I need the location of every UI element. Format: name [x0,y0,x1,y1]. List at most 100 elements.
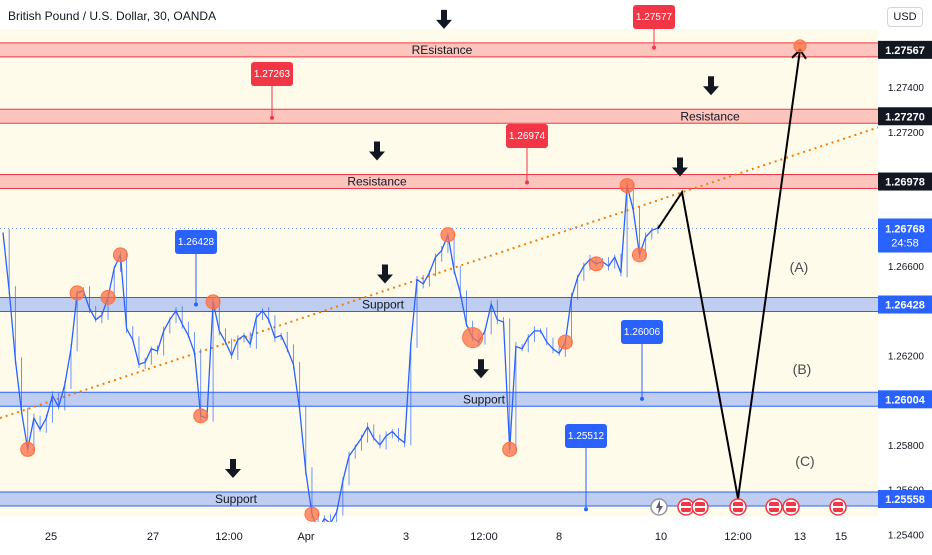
swing-marker [502,441,518,457]
flag-icon[interactable] [782,498,800,516]
down-arrow [377,264,393,284]
swing-marker [20,441,36,457]
x-tick-label: 8 [556,531,562,543]
x-tick-label: 27 [147,531,159,543]
y-tick-label: 1.27400 [888,83,925,94]
level-text-label: Resistance [347,175,407,189]
wave-label: (C) [795,453,814,469]
callout-dot [652,45,656,50]
y-tick-label: 1.25800 [888,441,925,452]
level-band [0,392,878,407]
callout-text: 1.27577 [636,12,673,23]
x-tick-label: 3 [403,531,409,543]
level-price-tag [878,390,932,409]
level-price-text: 1.27567 [885,45,925,57]
swing-marker [69,285,85,301]
x-tick-label: 15 [835,531,847,543]
y-tick-label: 1.25400 [888,530,925,541]
countdown-text: 24:58 [891,237,919,249]
callout-box [565,424,607,448]
level-price-tag [878,490,932,509]
callout-dot [640,396,644,401]
x-tick-label: 25 [45,531,57,543]
swing-marker [193,408,209,424]
callout-dot [270,115,274,120]
time-axis-bg [0,522,878,550]
projection-path [657,49,801,499]
target-marker [793,39,807,53]
down-arrow [369,141,385,161]
y-tick-label: 1.26600 [888,262,925,273]
level-price-text: 1.25558 [885,494,925,506]
down-arrow [473,359,489,379]
current-price-text: 1.26768 [885,223,925,235]
callout-text: 1.25512 [568,431,605,442]
callout-text: 1.26428 [178,237,215,248]
wave-label: (B) [793,361,812,377]
callout-box [633,5,675,29]
level-price-text: 1.26004 [885,394,926,406]
callout-box [251,62,293,86]
callout-dot [525,180,529,185]
x-tick-label: Apr [297,531,314,543]
level-band [0,109,878,124]
level-text-label: Resistance [680,109,740,123]
swing-marker [205,294,221,310]
level-price-tag [878,295,932,314]
callout-box [175,230,217,254]
swing-marker [304,506,320,522]
lightning-glyph [656,500,663,514]
level-price-text: 1.27270 [885,111,925,123]
callout-text: 1.26974 [509,131,546,142]
y-tick-label: 1.27200 [888,128,925,139]
level-band [0,297,878,312]
swing-marker [631,247,647,263]
down-arrow [436,9,452,29]
symbol-title: British Pound / U.S. Dollar, 30, OANDA [8,9,217,23]
y-tick-label: 1.26200 [888,351,925,362]
wave-label: (A) [790,259,809,275]
dotted-trendline [0,126,879,420]
x-tick-label: 13 [794,531,806,543]
x-tick-label: 12:00 [724,531,752,543]
flag-icon[interactable] [765,498,783,516]
flag-icon[interactable] [691,498,709,516]
level-text-label: Support [215,492,258,506]
swing-marker [440,227,456,243]
callout-box [621,320,663,344]
callout-box [506,124,548,148]
flag-icon[interactable] [729,498,747,516]
x-tick-label: 10 [655,531,667,543]
callout-text: 1.27263 [254,69,291,80]
level-band [0,492,878,507]
level-text-label: Support [463,392,506,406]
level-text-label: Support [362,298,405,312]
x-tick-label: 12:00 [215,531,243,543]
callout-text: 1.26006 [624,327,661,338]
swing-marker [112,247,128,263]
callout-dot [194,302,198,307]
level-band [0,42,878,57]
currency-button[interactable]: USD [887,7,923,27]
level-price-text: 1.26978 [885,177,925,189]
swing-marker [588,256,604,272]
level-text-label: REsistance [412,43,473,57]
down-arrow [225,459,241,479]
swing-marker [100,289,116,305]
callout-dot [584,507,588,512]
flag-icon[interactable] [829,498,847,516]
level-price-tag [878,107,932,126]
level-band [0,174,878,189]
lightning-icon[interactable] [650,498,668,516]
current-price-tag [878,218,932,253]
level-price-text: 1.26428 [885,300,925,312]
level-price-tag [878,40,932,59]
x-tick-label: 12:00 [470,531,498,543]
swing-marker [462,327,484,349]
swing-marker [557,334,573,350]
down-arrow [703,76,719,96]
level-price-tag [878,172,932,191]
swing-marker [619,178,635,194]
